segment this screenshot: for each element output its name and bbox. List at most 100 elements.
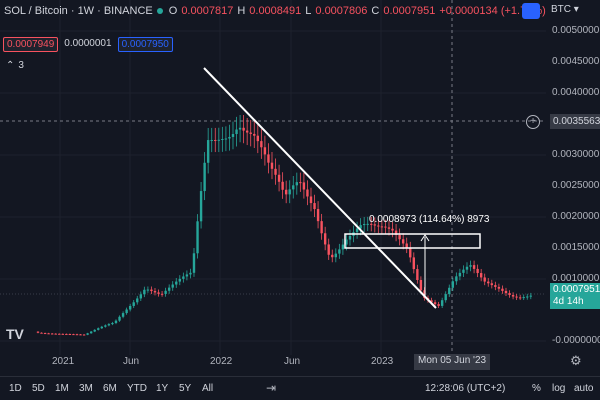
candle-body: [529, 295, 533, 297]
candle-body: [153, 291, 157, 293]
candle-body: [479, 273, 483, 278]
candle-body: [476, 268, 479, 274]
candle-body: [182, 276, 185, 279]
log-toggle[interactable]: log: [552, 383, 566, 394]
last-price-value: 0.0007951: [553, 284, 600, 295]
chevron-up-icon[interactable]: ⌃: [6, 60, 15, 71]
change-value: +0.0000134 (+1.71%): [439, 5, 546, 17]
candle-body: [472, 265, 476, 269]
candle-body: [157, 292, 160, 294]
timeframe-1y[interactable]: 1Y: [156, 383, 169, 394]
candle-body: [118, 316, 121, 321]
candle-body: [440, 300, 444, 306]
indicators-toggle[interactable]: ⌃ 3: [6, 60, 24, 71]
candle-body: [203, 162, 206, 192]
measure-label: 0.0008973 (114.64%) 8973: [369, 214, 490, 225]
candle-body: [210, 139, 213, 141]
price-chart-svg[interactable]: [0, 0, 546, 355]
price-tick: 0.0025000: [552, 180, 600, 191]
candle-body: [362, 224, 366, 226]
candle-body: [384, 226, 387, 228]
currency-selector[interactable]: BTC ▾: [551, 4, 579, 15]
high-value: 0.0008491: [249, 5, 302, 17]
buy-button[interactable]: 0.0007950: [117, 37, 173, 52]
candle-body: [114, 320, 118, 323]
candle-body: [281, 181, 284, 190]
candle-body: [412, 257, 416, 270]
candle-body: [160, 293, 164, 295]
timeframe-5d[interactable]: 5D: [32, 383, 45, 394]
candle-body: [444, 294, 447, 301]
price-axis[interactable]: 0.0050000 0.0045000 0.0040000 0.0030000 …: [546, 0, 600, 355]
timeframe-5y[interactable]: 5Y: [179, 383, 192, 394]
low-label: L: [305, 5, 312, 17]
candle-body: [302, 182, 306, 190]
candle-body: [146, 289, 150, 291]
candle-body: [299, 182, 302, 184]
buy-sell-panel: 0.0007949 0.0000001 0.0007950: [3, 37, 173, 52]
candle-body: [419, 280, 423, 291]
timeframe-1m[interactable]: 1M: [55, 383, 69, 394]
candle-body: [508, 293, 511, 295]
auto-toggle[interactable]: auto: [574, 383, 594, 394]
timeframe-ytd[interactable]: YTD: [127, 383, 147, 394]
calendar-range-icon[interactable]: ⇥: [266, 381, 277, 395]
candle-body: [398, 234, 401, 240]
currency-badge-icon[interactable]: [522, 3, 540, 19]
candle-body: [423, 290, 426, 299]
candle-body: [416, 269, 419, 281]
candle-body: [511, 294, 515, 297]
candle-body: [316, 209, 320, 222]
timeframe-6m[interactable]: 6M: [103, 383, 117, 394]
time-cursor-label: Mon 05 Jun '23: [414, 354, 491, 370]
market-status-icon: [156, 8, 163, 14]
percent-toggle[interactable]: %: [532, 383, 541, 394]
chart-pane[interactable]: [0, 0, 546, 355]
candle-body: [143, 289, 146, 295]
price-tick: 0.0030000: [552, 149, 600, 160]
candle-body: [245, 130, 249, 133]
close-value: 0.0007951: [383, 5, 436, 17]
candle-body: [40, 332, 43, 334]
candle-body: [150, 289, 153, 292]
candle-body: [217, 139, 221, 141]
timeframe-3m[interactable]: 3M: [79, 383, 93, 394]
candle-body: [284, 189, 288, 195]
symbol-legend[interactable]: SOL / Bitcoin · 1W · BINANCE O 0.0007817 …: [4, 5, 546, 17]
candle-body: [185, 274, 189, 277]
candle-body: [65, 333, 68, 335]
low-value: 0.0007806: [315, 5, 368, 17]
candle-body: [437, 304, 440, 306]
candle-body: [260, 141, 263, 148]
open-value: 0.0007817: [181, 5, 234, 17]
price-tick: 0.0050000: [552, 25, 600, 36]
symbol-title[interactable]: SOL / Bitcoin · 1W · BINANCE: [4, 5, 153, 17]
candle-body: [494, 285, 497, 287]
clock[interactable]: 12:28:06 (UTC+2): [425, 383, 506, 394]
candle-body: [515, 296, 518, 298]
candle-body: [224, 138, 228, 140]
candle-body: [345, 239, 348, 245]
timeframe-1d[interactable]: 1D: [9, 383, 22, 394]
candle-body: [167, 287, 171, 291]
candle-body: [465, 266, 469, 270]
candle-body: [306, 189, 309, 197]
candle-body: [430, 300, 433, 303]
plus-circle-icon[interactable]: +: [526, 115, 540, 129]
gear-icon[interactable]: ⚙: [570, 353, 582, 368]
time-tick: 2023: [371, 356, 394, 367]
time-axis[interactable]: 2021 Jun 2022 Jun 2023 Mon 05 Jun '23 ⚙: [0, 352, 582, 374]
candle-body: [295, 182, 299, 186]
candle-body: [277, 174, 281, 182]
candle-body: [128, 305, 132, 310]
candle-body: [504, 290, 508, 294]
candle-body: [391, 228, 394, 231]
candle-body: [249, 132, 252, 134]
candle-body: [327, 244, 330, 255]
candle-body: [518, 297, 522, 299]
timeframe-all[interactable]: All: [202, 383, 214, 394]
candle-body: [394, 230, 398, 235]
candle-body: [373, 224, 377, 226]
sell-button[interactable]: 0.0007949: [3, 37, 59, 52]
candle-body: [121, 313, 125, 317]
